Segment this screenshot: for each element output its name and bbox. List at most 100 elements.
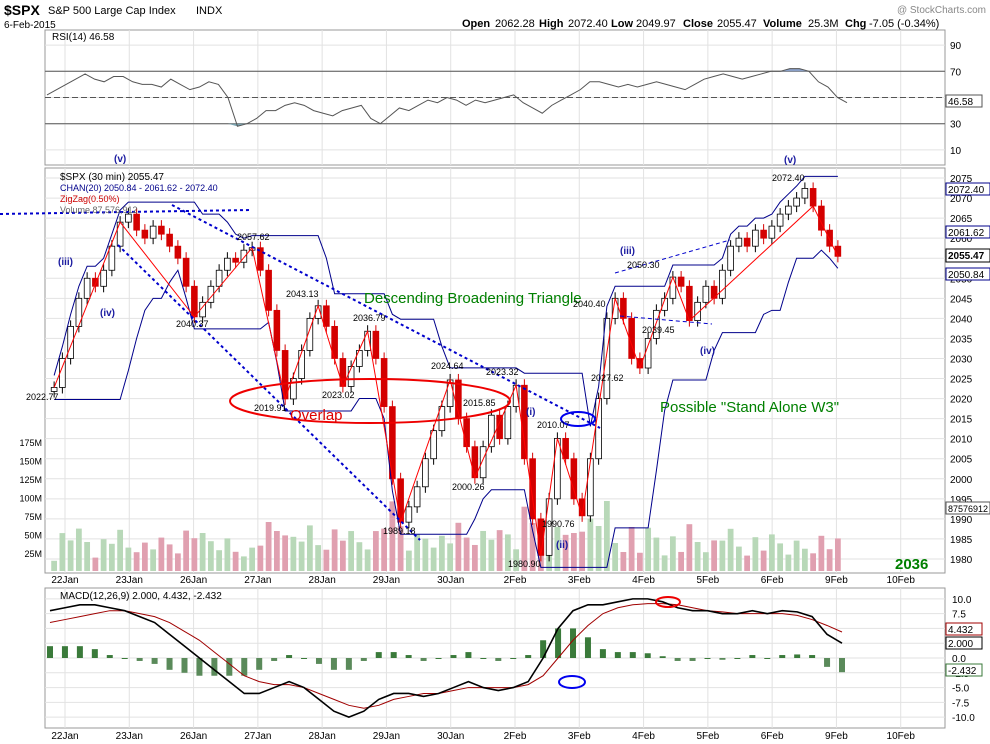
volume-bar — [529, 523, 536, 571]
candle-body — [298, 350, 305, 379]
macd-histogram-bar — [734, 658, 741, 659]
macd-histogram-bar — [301, 658, 308, 659]
volume-bar — [777, 543, 784, 571]
candle-body — [158, 225, 165, 235]
volume-bar — [579, 531, 586, 571]
exchange: INDX — [196, 5, 223, 17]
triangle-lower-trendline — [117, 244, 421, 541]
macd-histogram-bar — [465, 652, 472, 658]
volume-bar — [298, 541, 305, 571]
candle-body — [562, 437, 569, 460]
candle-body — [661, 297, 668, 311]
y-tick-label: 2070 — [950, 194, 973, 205]
volume-bar — [117, 529, 124, 571]
x-tick-label: 6Feb — [761, 731, 784, 742]
candle-body — [743, 237, 751, 247]
volume-bar — [488, 539, 495, 571]
candle-body — [801, 188, 809, 199]
macd-histogram-bar — [824, 658, 831, 667]
candle-body — [224, 257, 231, 271]
candle-body — [438, 406, 446, 432]
candle-body — [405, 506, 413, 523]
candle-body — [199, 301, 206, 318]
volume-bar — [430, 547, 437, 571]
volume-bar — [282, 535, 289, 571]
price-label: 2019.91 — [254, 403, 287, 413]
volume-tick-label: 150M — [19, 457, 42, 467]
price-label: 2043.13 — [286, 289, 319, 299]
volume-bar — [125, 547, 132, 571]
macd-histogram-bar — [749, 655, 756, 658]
channel-upper — [53, 175, 838, 427]
macd-histogram-bar — [241, 658, 248, 676]
macd-histogram-bar — [764, 658, 771, 659]
candle-body — [554, 437, 561, 500]
y-tick-label: 1995 — [950, 495, 973, 506]
grid-lines — [45, 30, 945, 728]
x-tick-label: 2Feb — [504, 575, 527, 586]
macd-histogram-bar — [196, 658, 203, 676]
wave-label: (i) — [526, 407, 535, 418]
x-tick-label: 3Feb — [568, 575, 591, 586]
macd-histogram-bar — [136, 658, 143, 661]
y-tick-label: 2005 — [950, 455, 973, 466]
macd-histogram-bar — [286, 655, 293, 658]
macd-title: MACD(12,26,9) 2.000, 4.432, -2.432 — [60, 591, 222, 602]
candle-body — [719, 269, 726, 299]
macd-histogram-bar — [719, 658, 726, 660]
price-label: 2040.40 — [573, 299, 606, 309]
candle-body — [215, 269, 223, 287]
candle-body — [380, 358, 388, 407]
volume-bar — [438, 535, 445, 571]
candle-body — [521, 384, 528, 460]
candle-body — [100, 269, 107, 287]
volume-bar — [562, 534, 569, 571]
annotation-stand-alone: Possible "Stand Alone W3" — [660, 399, 839, 416]
candle-body — [669, 276, 677, 299]
y-tick-label: 2010 — [950, 435, 973, 446]
volume-bar — [636, 552, 643, 571]
candle-body — [785, 205, 792, 215]
macd-histogram-bar — [525, 655, 532, 658]
x-tick-label: 26Jan — [180, 575, 207, 586]
volume-bar — [191, 538, 198, 571]
volume-bars — [51, 501, 841, 571]
volume-tick-label: 50M — [24, 531, 42, 541]
volume-bar — [603, 501, 610, 571]
triangle-upper-trendline — [171, 204, 601, 429]
macd-histogram-bar — [584, 637, 591, 658]
candle-body — [496, 414, 503, 440]
volume-bar — [150, 549, 157, 571]
macd-histogram-bar — [540, 640, 547, 658]
volume-bar — [273, 531, 280, 571]
candle-body — [116, 221, 124, 247]
x-tick-label: 4Feb — [632, 731, 655, 742]
price-labels: 2022.77 2040.37 2057.62 2019.91 2043.13 … — [26, 173, 805, 569]
volume-bar — [166, 544, 173, 571]
volume-bar — [59, 533, 66, 571]
candle-body — [413, 486, 421, 508]
volume-bar — [108, 543, 115, 571]
candle-body — [768, 225, 776, 239]
x-tick-label: 10Feb — [887, 575, 916, 586]
macd-histogram-bar — [570, 628, 577, 658]
y-tick-label: -7.5 — [952, 698, 970, 709]
wave-label: (ii) — [556, 540, 568, 551]
volume-bar — [290, 536, 297, 571]
price-label: 1989.18 — [383, 526, 416, 536]
candle-body — [628, 317, 635, 359]
volume-bar — [496, 530, 503, 571]
volume-bar — [612, 543, 619, 571]
volume-bar — [752, 537, 759, 571]
macd-histogram-bar — [480, 658, 487, 659]
volume-bar — [810, 553, 817, 571]
volume-bar — [240, 556, 247, 571]
volume-bar — [570, 533, 577, 571]
macd-histogram-bar — [555, 628, 562, 658]
macd-signal-label: 4.432 — [948, 625, 973, 636]
x-tick-label: 10Feb — [887, 731, 916, 742]
candle-body — [620, 297, 627, 319]
volume-bar — [760, 550, 767, 571]
candle-body — [644, 338, 652, 369]
